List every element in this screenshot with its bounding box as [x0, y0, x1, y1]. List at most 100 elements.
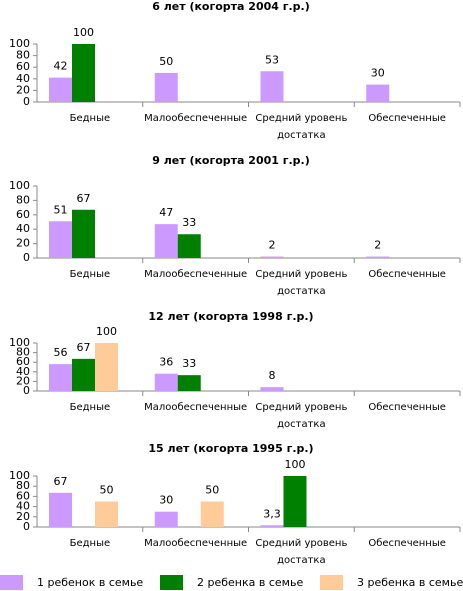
x-tick-label: Малообеспеченные: [144, 538, 248, 549]
value-label: 42: [54, 60, 68, 73]
bar: [154, 373, 178, 391]
x-tick-label: Обеспеченные: [368, 402, 446, 413]
x-label-box: Средний уровень достатка: [255, 113, 348, 141]
bar: [49, 221, 72, 258]
x-tick-label: Бедные: [69, 538, 111, 549]
bar: [177, 375, 201, 391]
bar: [49, 77, 72, 102]
y-tick-label: 100: [9, 469, 30, 482]
y-tick-label: 0: [23, 251, 30, 264]
value-label: 50: [205, 484, 219, 497]
y-tick-label: 40: [16, 222, 30, 235]
y-tick-label: 80: [16, 346, 30, 359]
bar: [95, 343, 118, 391]
bar: [366, 256, 390, 258]
value-label: 33: [182, 357, 196, 370]
chart-title: 9 лет (когорта 2001 г.р.): [152, 154, 310, 167]
x-tick-label: Бедные: [69, 113, 111, 124]
y-tick-label: 60: [16, 489, 30, 502]
x-tick-label: Обеспеченные: [368, 538, 446, 549]
bar: [260, 387, 284, 391]
value-label: 3,3: [263, 507, 281, 520]
x-tick-label: Обеспеченные: [368, 113, 446, 124]
value-label: 53: [265, 53, 279, 66]
y-tick-label: 40: [16, 365, 30, 378]
bar: [200, 501, 224, 527]
x-tick-label: Средний уровень достатка: [255, 402, 348, 430]
chart-title: 6 лет (когорта 2004 г.р.): [152, 0, 310, 13]
x-label-box: Средний уровень достатка: [255, 538, 348, 566]
y-tick-label: 100: [9, 179, 30, 192]
value-label: 51: [54, 203, 68, 216]
bar: [154, 511, 178, 527]
y-tick-label: 0: [23, 95, 30, 108]
bar: [283, 476, 307, 527]
value-label: 100: [96, 325, 117, 338]
bar: [49, 364, 72, 391]
legend-swatch: [160, 575, 183, 590]
x-label-box: Обеспеченные: [368, 402, 446, 413]
value-label: 50: [159, 55, 173, 68]
y-tick-label: 40: [16, 72, 30, 85]
value-label: 8: [269, 369, 276, 382]
y-tick-label: 60: [16, 60, 30, 73]
value-label: 2: [269, 239, 276, 252]
y-tick-label: 0: [23, 520, 30, 533]
legend-label: 2 ребенка в семье: [197, 576, 303, 589]
x-tick-label: Обеспеченные: [368, 269, 446, 280]
bar: [177, 234, 201, 258]
value-label: 56: [54, 346, 68, 359]
x-tick-label: Средний уровень достатка: [255, 113, 348, 141]
x-label-box: Малообеспеченные: [144, 402, 248, 413]
bar: [72, 209, 95, 258]
y-tick-label: 60: [16, 208, 30, 221]
x-tick-label: Средний уровень достатка: [255, 538, 348, 566]
x-tick-label: Средний уровень достатка: [255, 269, 348, 297]
y-tick-label: 20: [16, 83, 30, 96]
x-label-box: Бедные: [69, 113, 111, 124]
y-tick-label: 60: [16, 355, 30, 368]
y-tick-label: 20: [16, 237, 30, 250]
x-label-box: Малообеспеченные: [144, 113, 247, 124]
y-tick-label: 80: [16, 479, 30, 492]
value-label: 2: [374, 239, 381, 252]
x-label-box: Обеспеченные: [368, 538, 446, 549]
y-tick-label: 80: [16, 49, 30, 62]
chart-title: 15 лет (когорта 1995 г.р.): [148, 442, 313, 455]
x-tick-label: Малообеспеченные: [144, 269, 248, 280]
bar: [49, 492, 72, 527]
legend-swatch: [0, 575, 23, 590]
y-tick-label: 100: [9, 336, 30, 349]
bar: [366, 84, 390, 102]
x-label-box: Малообеспеченные: [144, 269, 248, 280]
bar: [260, 256, 284, 258]
x-tick-label: Бедные: [69, 402, 111, 413]
bar: [154, 73, 178, 102]
x-label-box: Средний уровень достатка: [255, 269, 348, 297]
value-label: 36: [159, 356, 173, 369]
bar: [72, 44, 95, 102]
y-tick-label: 20: [16, 510, 30, 523]
x-label-box: Бедные: [69, 402, 111, 413]
value-label: 30: [159, 494, 173, 507]
x-label-box: Бедные: [69, 269, 111, 280]
value-label: 47: [159, 206, 173, 219]
x-label-box: Обеспеченные: [368, 113, 446, 124]
x-label-box: Обеспеченные: [368, 269, 446, 280]
bar: [260, 525, 284, 527]
value-label: 67: [54, 475, 68, 488]
x-tick-label: Малообеспеченные: [144, 402, 248, 413]
legend-label: 1 ребенок в семье: [37, 576, 143, 589]
value-label: 50: [100, 484, 114, 497]
bar: [95, 501, 118, 527]
bar: [154, 224, 178, 258]
y-tick-label: 0: [23, 384, 30, 397]
x-tick-label: Бедные: [69, 269, 111, 280]
y-tick-label: 80: [16, 193, 30, 206]
y-tick-label: 100: [9, 37, 30, 50]
value-label: 100: [285, 458, 306, 471]
y-tick-label: 40: [16, 500, 30, 513]
x-label-box: Средний уровень достатка: [255, 402, 348, 430]
y-tick-label: 20: [16, 374, 30, 387]
